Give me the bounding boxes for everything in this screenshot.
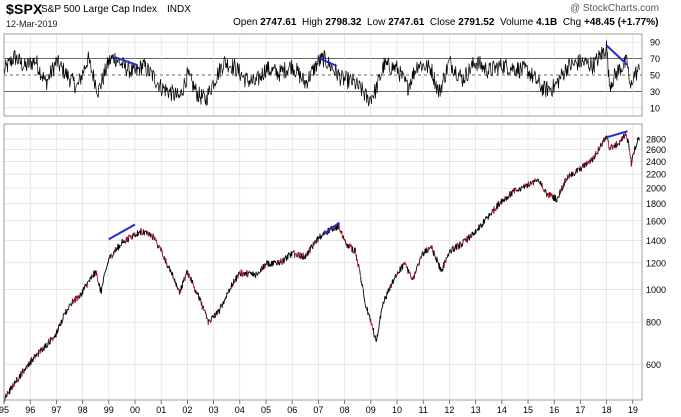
indicator-tick-50: 50 [650,71,660,81]
indicator-frame [3,33,643,117]
x-tick-18: 18 [602,405,612,415]
x-tick-12: 12 [444,405,454,415]
stockcharts-watermark: @ StockCharts.com [569,3,659,14]
chart-date: 12-Mar-2019 [6,19,58,29]
x-tick-06: 06 [287,405,297,415]
price-tick-1200: 1200 [646,258,666,268]
x-tick-98: 98 [78,405,88,415]
price-tick-2800: 2800 [646,134,666,144]
price-grid [3,124,642,400]
indicator-tick-70: 70 [650,54,660,64]
x-tick-11: 11 [419,405,428,415]
x-tick-04: 04 [235,405,245,415]
close-label: Close [429,17,456,28]
indicator-trendline-2 [318,56,338,67]
indicator-series [3,40,640,107]
price-frame [3,123,643,401]
price-tick-1000: 1000 [646,285,666,295]
volume-label: Volume [499,17,534,28]
price-tick-2400: 2400 [646,157,666,167]
indicator-y-axis: 90 70 50 30 10 [650,38,660,114]
x-tick-10: 10 [392,405,402,415]
x-tick-97: 97 [51,405,61,415]
x-tick-08: 08 [340,405,350,415]
index-name: S&P 500 Large Cap Index [41,4,158,15]
x-tick-15: 15 [523,405,533,415]
x-tick-17: 17 [575,405,585,415]
ticker-symbol: $SPX [6,1,43,17]
price-x-axis: 95 96 97 98 99 00 01 02 03 04 05 06 07 08 09 10 11 12 13 14… [0,400,638,415]
price-tick-2600: 2600 [646,145,666,155]
price-tick-1400: 1400 [646,236,666,246]
x-tick-96: 96 [25,405,35,415]
x-tick-07: 07 [313,405,323,415]
x-tick-19: 19 [628,405,638,415]
x-tick-03: 03 [209,405,219,415]
low-label: Low [367,17,386,28]
change-value: +48.45 (+1.77%) [583,17,659,28]
quote-bar: Open 2747.61 High 2798.32 Low 2747.61 Cl… [233,17,658,28]
indicator-trendlines [113,44,629,67]
panel-frames [3,33,643,401]
x-tick-09: 09 [366,405,376,415]
close-value: 2791.52 [458,17,495,28]
indicator-trendline-1 [113,56,138,67]
price-tick-2000: 2000 [646,184,666,194]
indicator-tick-30: 30 [650,87,660,97]
indicator-grid [3,34,642,116]
x-tick-14: 14 [497,405,507,415]
price-trendline-2 [323,221,340,235]
price-trendline-3 [606,130,628,139]
indicator-tick-10: 10 [650,103,660,113]
indicator-trendline-3 [605,44,629,66]
change-label: Chg [562,17,582,28]
volume-value: 4.1B [536,17,558,28]
price-line-up [3,131,640,404]
price-line-down [3,131,635,402]
indicator-line [3,40,640,107]
x-tick-00: 00 [130,405,140,415]
low-value: 2747.61 [388,17,425,28]
indicator-tick-90: 90 [650,38,660,48]
x-tick-02: 02 [182,405,192,415]
x-tick-01: 01 [156,405,166,415]
price-trendline-1 [108,223,136,241]
price-tick-1600: 1600 [646,216,666,226]
high-value: 2798.32 [325,17,362,28]
open-label: Open [233,17,258,28]
x-tick-05: 05 [261,405,271,415]
price-tick-600: 600 [646,360,661,370]
price-tick-800: 800 [646,318,661,328]
price-trendlines [108,130,628,241]
price-tick-2200: 2200 [646,170,666,180]
x-tick-99: 99 [104,405,114,415]
x-tick-95: 95 [0,405,9,415]
price-series [3,131,640,404]
open-value: 2747.61 [260,17,297,28]
x-tick-16: 16 [549,405,559,415]
high-label: High [301,17,323,28]
exchange-label: INDX [167,4,191,15]
x-tick-13: 13 [471,405,481,415]
price-tick-1800: 1800 [646,199,666,209]
